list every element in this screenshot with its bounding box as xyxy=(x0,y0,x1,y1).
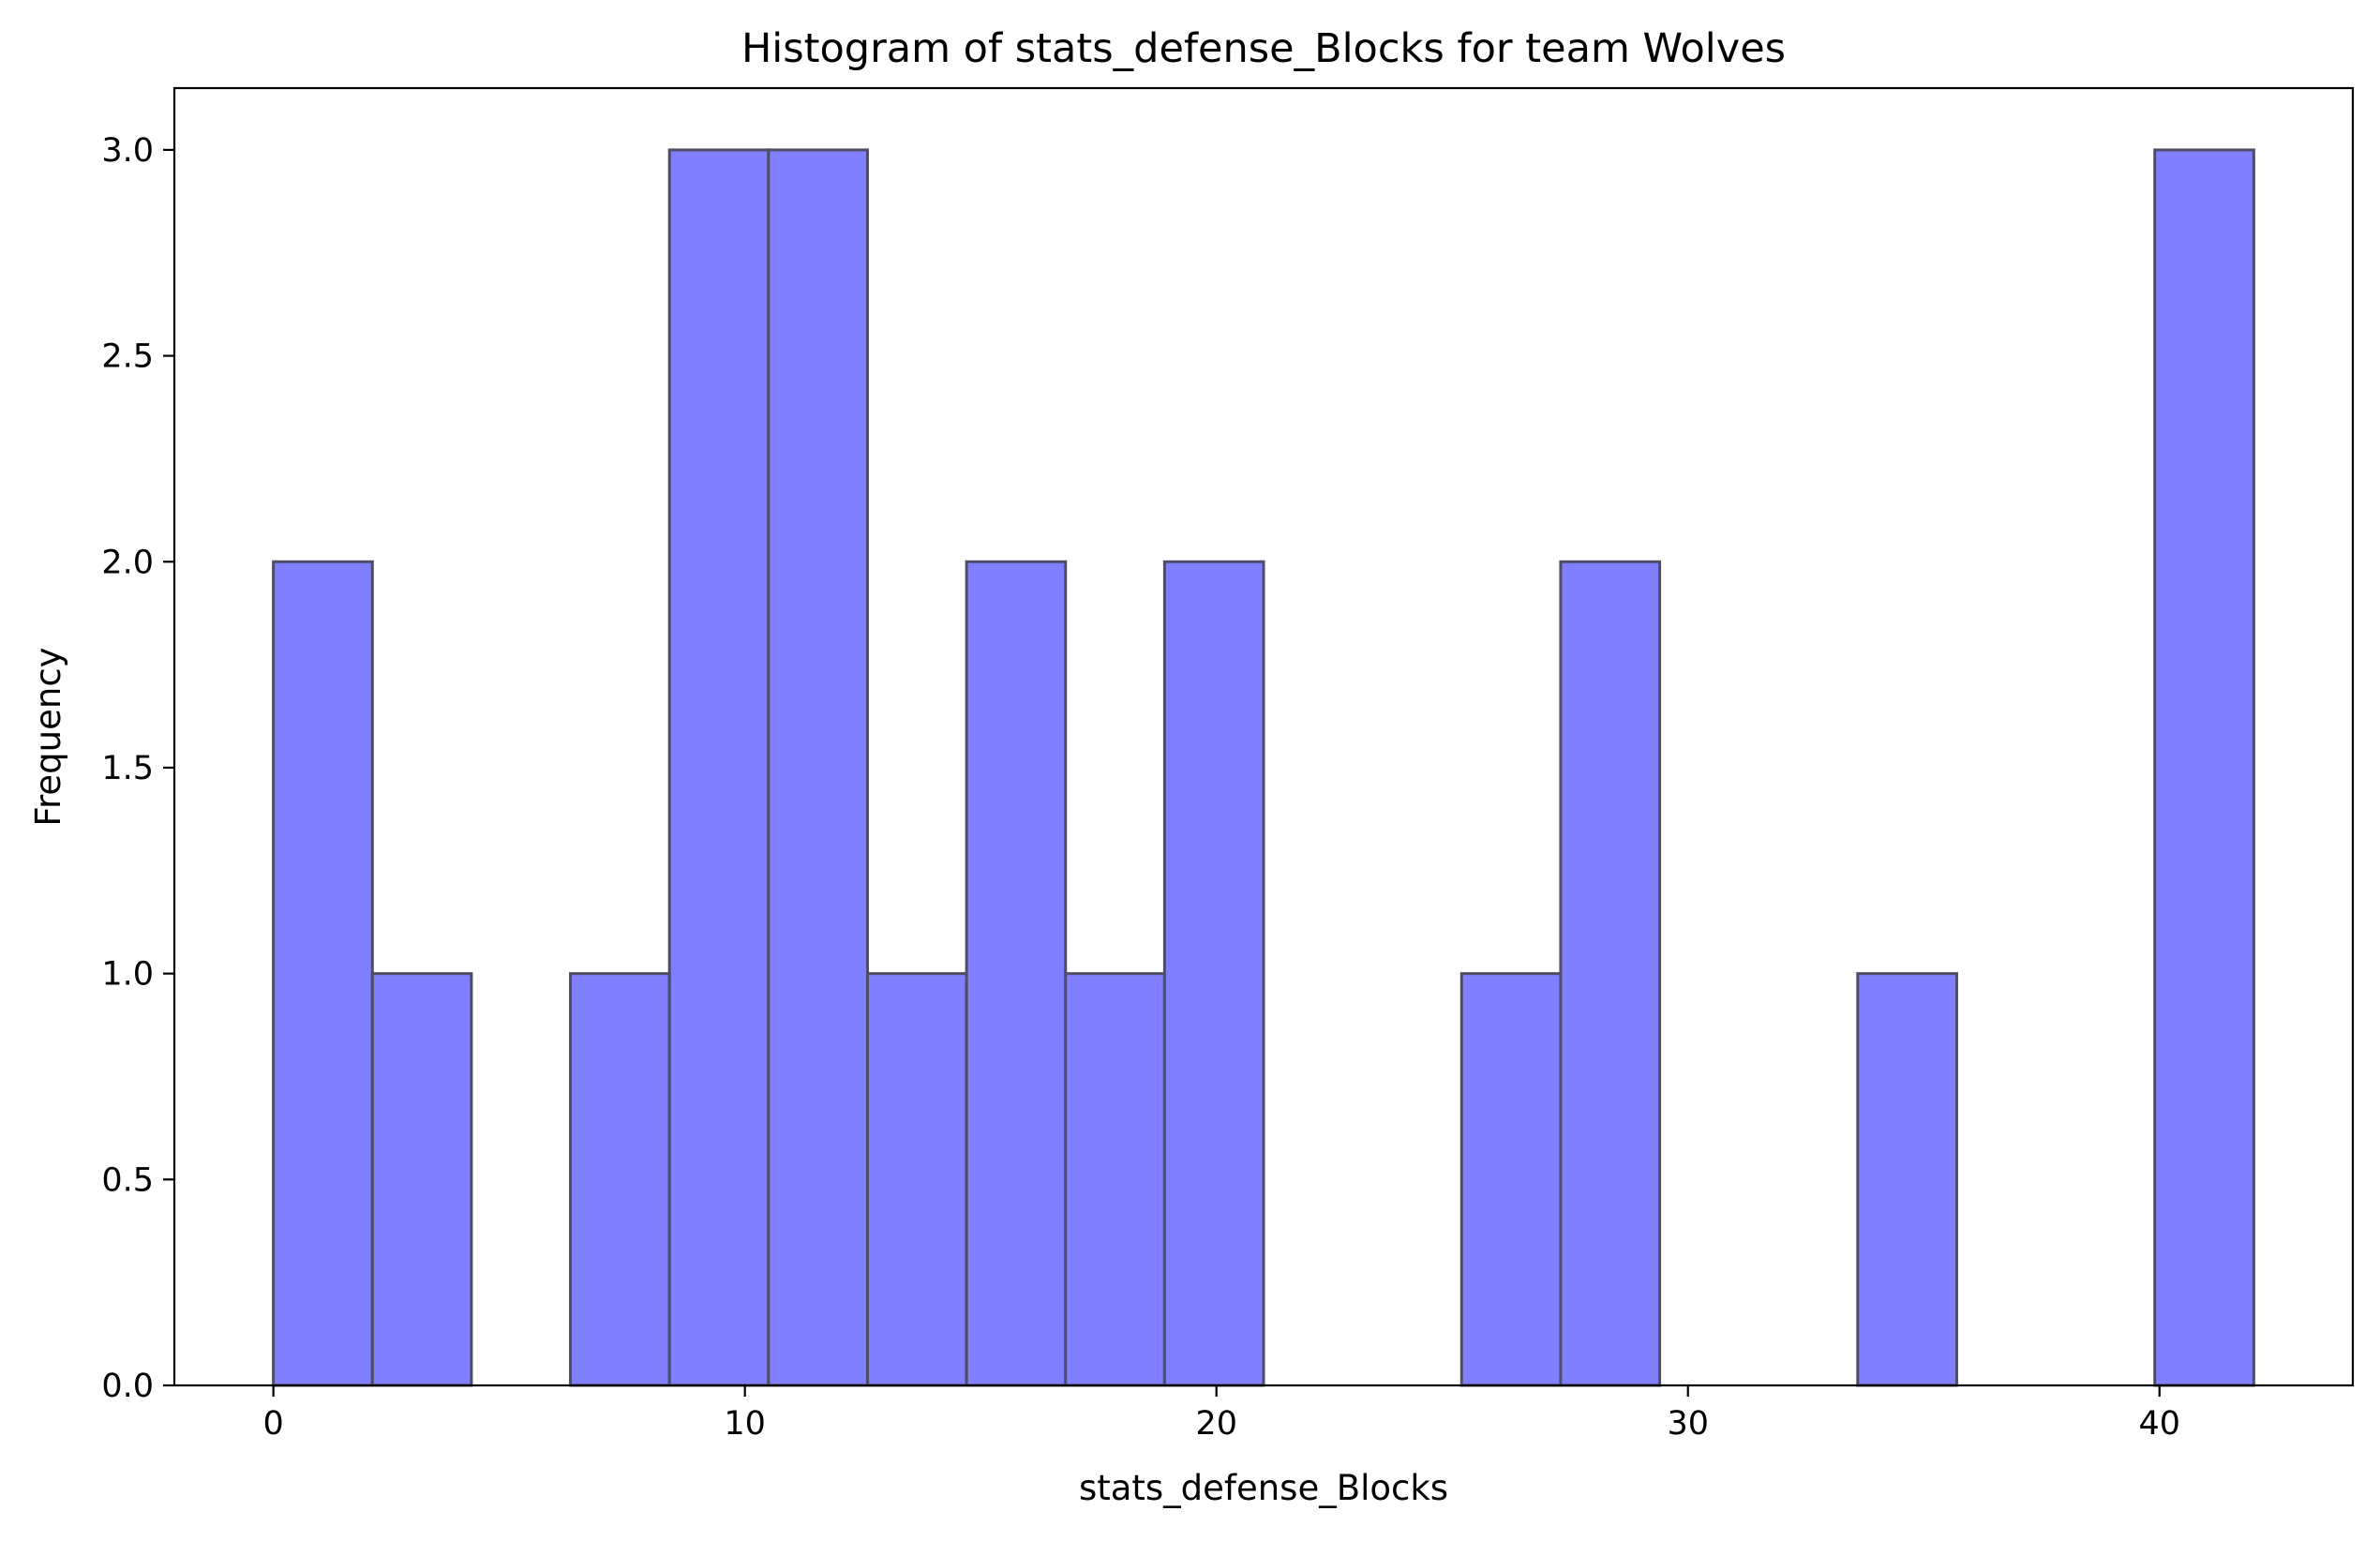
y-tick-label: 2.5 xyxy=(101,338,154,376)
histogram-bar xyxy=(1162,560,1265,1387)
chart-title: Histogram of stats_defense_Blocks for te… xyxy=(741,25,1786,72)
y-tick-label: 1.5 xyxy=(101,750,154,787)
histogram-bar xyxy=(965,560,1068,1387)
y-tick-label: 0.5 xyxy=(101,1161,154,1199)
y-tick-label: 2.0 xyxy=(101,544,154,581)
histogram-bar xyxy=(272,560,374,1387)
histogram-bar xyxy=(370,972,473,1387)
histogram-bar xyxy=(1856,972,1958,1387)
histogram-bar xyxy=(2153,148,2255,1387)
y-axis-label: Frequency xyxy=(28,647,68,826)
x-axis-label: stats_defense_Blocks xyxy=(1079,1468,1448,1508)
x-tick-label: 40 xyxy=(2138,1405,2180,1443)
histogram-bar xyxy=(1064,972,1166,1387)
x-tick-label: 30 xyxy=(1667,1405,1709,1443)
histogram-bar xyxy=(1559,560,1662,1387)
bars-layer xyxy=(272,148,2255,1387)
y-tick-label: 1.0 xyxy=(101,956,154,994)
y-tick-label: 0.0 xyxy=(101,1368,154,1405)
histogram-bar xyxy=(865,972,968,1387)
histogram-bar xyxy=(667,148,771,1387)
x-tick-label: 10 xyxy=(724,1405,766,1443)
x-tick-label: 0 xyxy=(262,1405,283,1443)
y-tick-label: 3.0 xyxy=(101,132,154,170)
histogram-bar xyxy=(767,148,869,1387)
histogram-bar xyxy=(569,972,671,1387)
y-axis-ticks: 0.0 0.5 1.0 1.5 2.0 2.5 3.0 xyxy=(101,132,174,1405)
x-tick-label: 20 xyxy=(1195,1405,1237,1443)
x-axis-ticks: 0 10 20 30 40 xyxy=(262,1385,2180,1443)
histogram-bar xyxy=(1459,972,1563,1387)
plot-area-frame xyxy=(172,86,2355,1387)
